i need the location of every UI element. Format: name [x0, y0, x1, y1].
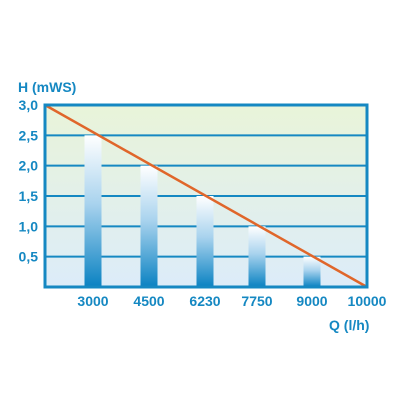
x-tick-label: 7750: [241, 293, 272, 309]
bar-6230: [196, 196, 214, 287]
y-tick-label: 2,5: [19, 127, 39, 143]
y-axis-title: H (mWS): [18, 79, 76, 95]
bar-4500: [140, 165, 158, 287]
x-tick-labels: 3000 4500 6230 7750 9000 10000: [77, 293, 386, 309]
y-tick-label: 1,0: [19, 218, 39, 234]
x-tick-label: 9000: [296, 293, 327, 309]
y-tick-label: 0,5: [19, 249, 39, 265]
y-tick-labels: 0,5 1,0 1,5 2,0 2,5 3,0: [19, 97, 39, 265]
bar-9000: [303, 256, 321, 287]
y-tick-label: 3,0: [19, 97, 39, 113]
bar-layer: [84, 135, 321, 287]
y-tick-label: 2,0: [19, 158, 39, 174]
y-tick-label: 1,5: [19, 188, 39, 204]
x-tick-label: 3000: [77, 293, 108, 309]
performance-curve: [44, 103, 368, 289]
x-tick-label: 4500: [133, 293, 164, 309]
x-axis-title: Q (l/h): [329, 317, 369, 333]
x-tick-label: 10000: [348, 293, 387, 309]
plot-frame: [43, 103, 369, 289]
bar-7750: [248, 226, 266, 287]
x-tick-label: 6230: [189, 293, 220, 309]
bar-3000: [84, 135, 102, 287]
